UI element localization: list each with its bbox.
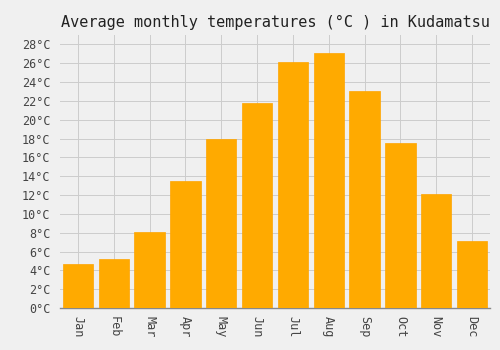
Bar (206, 140, 236, 308)
Bar (62, 264, 93, 308)
Bar (457, 241, 488, 308)
Bar (278, 62, 308, 308)
Bar (98, 259, 129, 308)
Bar (242, 103, 272, 308)
Bar (134, 232, 165, 308)
Bar (314, 53, 344, 308)
Title: Average monthly temperatures (°C ) in Kudamatsu: Average monthly temperatures (°C ) in Ku… (60, 15, 490, 30)
Bar (170, 181, 200, 308)
Bar (421, 194, 452, 308)
Bar (385, 143, 416, 308)
Bar (350, 91, 380, 308)
